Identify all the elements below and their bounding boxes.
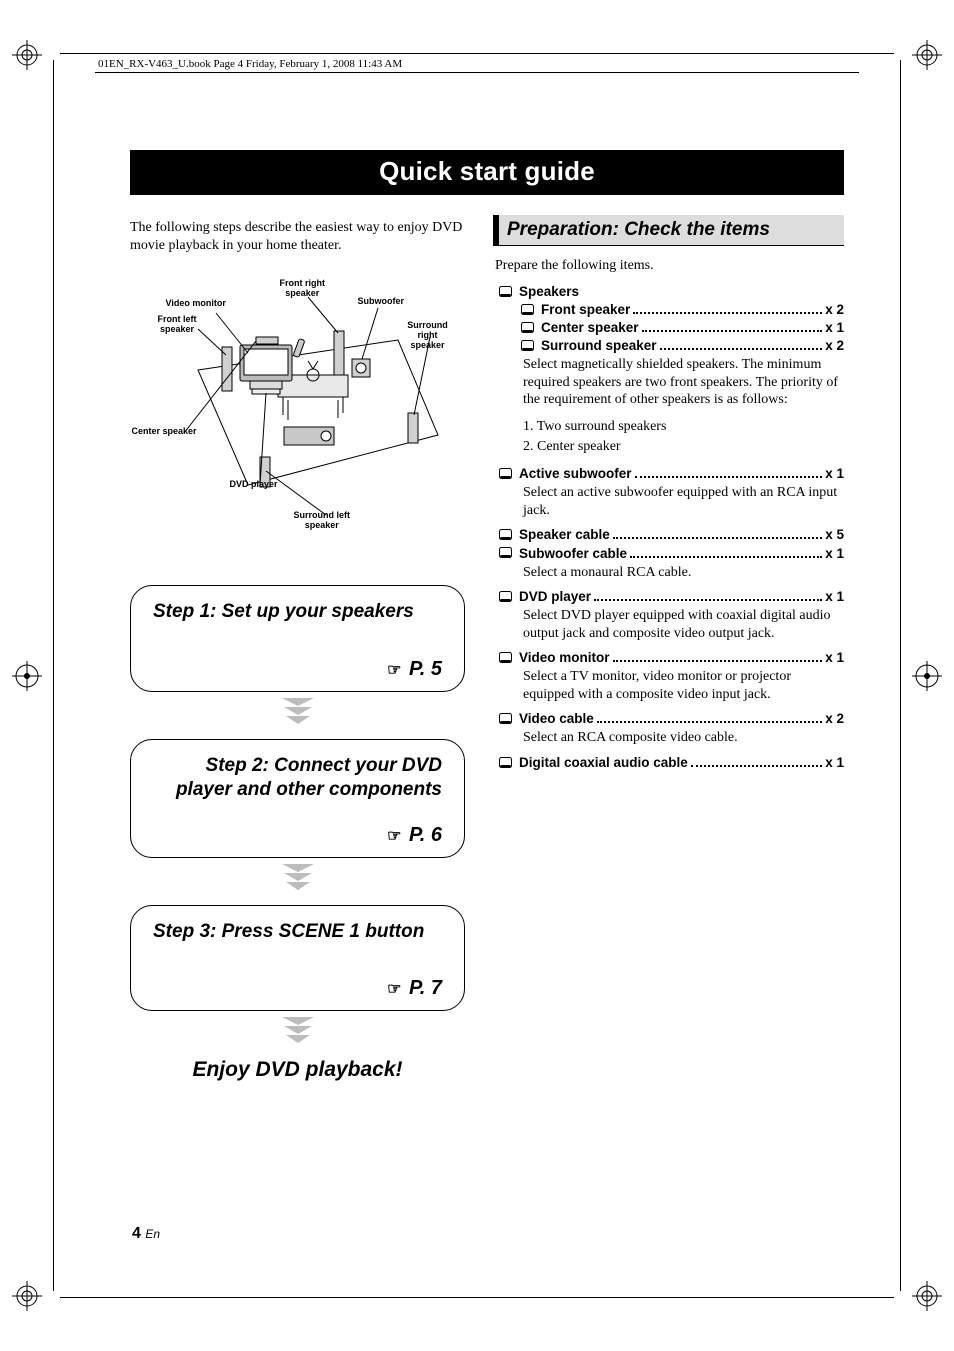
crop-mark: [12, 661, 42, 691]
checklist-item-dvd: DVD playerx 1: [499, 589, 844, 604]
step-box-1: Step 1: Set up your speakers ☞ P. 5: [130, 585, 465, 692]
checklist-item-coax: Digital coaxial audio cablex 1: [499, 755, 844, 770]
speakers-note: Select magnetically shielded speakers. T…: [523, 356, 844, 409]
diagram-label-front-right: Front rightspeaker: [280, 279, 326, 299]
monitor-note: Select a TV monitor, video monitor or pr…: [523, 668, 844, 703]
subwoofer-note: Select an active subwoofer equipped with…: [523, 484, 844, 519]
checkbox-icon: [499, 468, 513, 480]
crop-mark: [12, 1281, 42, 1311]
step-1-title: Step 1: Set up your speakers: [153, 600, 442, 624]
crop-mark: [912, 40, 942, 70]
step-1-page-ref: ☞ P. 5: [153, 658, 442, 681]
down-arrow-icon: [130, 698, 465, 729]
subcable-note: Select a monaural RCA cable.: [523, 564, 844, 582]
preparation-heading: Preparation: Check the items: [493, 215, 844, 246]
diagram-label-subwoofer: Subwoofer: [358, 297, 405, 307]
checklist-item-speaker-cable: Speaker cablex 5: [499, 527, 844, 542]
priority-list: 1. Two surround speakers 2. Center speak…: [523, 417, 844, 456]
checkbox-icon: [499, 591, 513, 603]
crop-line: [60, 53, 894, 54]
step-box-2: Step 2: Connect your DVD player and othe…: [130, 739, 465, 858]
checkbox-icon: [521, 304, 535, 316]
diagram-label-front-left: Front leftspeaker: [158, 315, 197, 335]
crop-mark: [912, 661, 942, 691]
diagram-label-video-monitor: Video monitor: [166, 299, 226, 309]
right-column: Preparation: Check the items Prepare the…: [493, 211, 844, 1082]
intro-text: The following steps describe the easiest…: [130, 219, 465, 255]
checklist-item-subwoofer: Active subwooferx 1: [499, 466, 844, 481]
checkbox-icon: [499, 652, 513, 664]
dvd-note: Select DVD player equipped with coaxial …: [523, 607, 844, 642]
enjoy-text: Enjoy DVD playback!: [130, 1058, 465, 1082]
diagram-label-dvd: DVD player: [230, 480, 278, 490]
checklist: Speakers Front speakerx 2 Center speaker…: [499, 284, 844, 770]
checkbox-icon: [499, 547, 513, 559]
preparation-intro: Prepare the following items.: [495, 258, 844, 274]
checklist-item-center-speaker: Center speakerx 1: [521, 320, 844, 335]
pointer-icon: ☞: [387, 981, 401, 998]
step-2-page-ref: ☞ P. 6: [153, 824, 442, 847]
step-3-page-ref: ☞ P. 7: [153, 977, 442, 1000]
video-cable-note: Select an RCA composite video cable.: [523, 729, 844, 747]
checklist-item-subwoofer-cable: Subwoofer cablex 1: [499, 545, 844, 560]
print-header: 01EN_RX-V463_U.book Page 4 Friday, Febru…: [98, 58, 402, 70]
page-title: Quick start guide: [130, 150, 844, 195]
step-box-3: Step 3: Press SCENE 1 button ☞ P. 7: [130, 905, 465, 1012]
checklist-item-surround-speaker: Surround speakerx 2: [521, 338, 844, 353]
crop-line: [900, 60, 901, 1291]
diagram-label-surround-right: Surround rightspeaker: [398, 321, 458, 351]
diagram-label-center: Center speaker: [132, 427, 197, 437]
crop-line: [53, 60, 54, 1291]
left-column: The following steps describe the easiest…: [130, 211, 465, 1082]
checkbox-icon: [499, 757, 513, 769]
checklist-item-monitor: Video monitorx 1: [499, 650, 844, 665]
pointer-icon: ☞: [387, 662, 401, 679]
checklist-item-speakers: Speakers: [499, 284, 844, 299]
crop-mark: [12, 40, 42, 70]
diagram-label-surround-left: Surround leftspeaker: [294, 511, 351, 531]
page-content: Quick start guide The following steps de…: [130, 150, 844, 1251]
item-label: Speakers: [519, 284, 579, 299]
step-2-title: Step 2: Connect your DVD player and othe…: [153, 754, 442, 802]
checkbox-icon: [499, 529, 513, 541]
page-number: 4 En: [132, 1225, 160, 1243]
checkbox-icon: [521, 340, 535, 352]
step-3-title: Step 3: Press SCENE 1 button: [153, 920, 442, 944]
crop-line: [60, 1297, 894, 1298]
down-arrow-icon: [130, 1017, 465, 1048]
checkbox-icon: [499, 713, 513, 725]
down-arrow-icon: [130, 864, 465, 895]
checkbox-icon: [499, 286, 513, 298]
print-header-rule: [95, 72, 859, 73]
pointer-icon: ☞: [387, 828, 401, 845]
checklist-item-front-speaker: Front speakerx 2: [521, 302, 844, 317]
checklist-item-video-cable: Video cablex 2: [499, 711, 844, 726]
checkbox-icon: [521, 322, 535, 334]
setup-diagram: Video monitor Front rightspeaker Subwoof…: [138, 275, 458, 535]
crop-mark: [912, 1281, 942, 1311]
